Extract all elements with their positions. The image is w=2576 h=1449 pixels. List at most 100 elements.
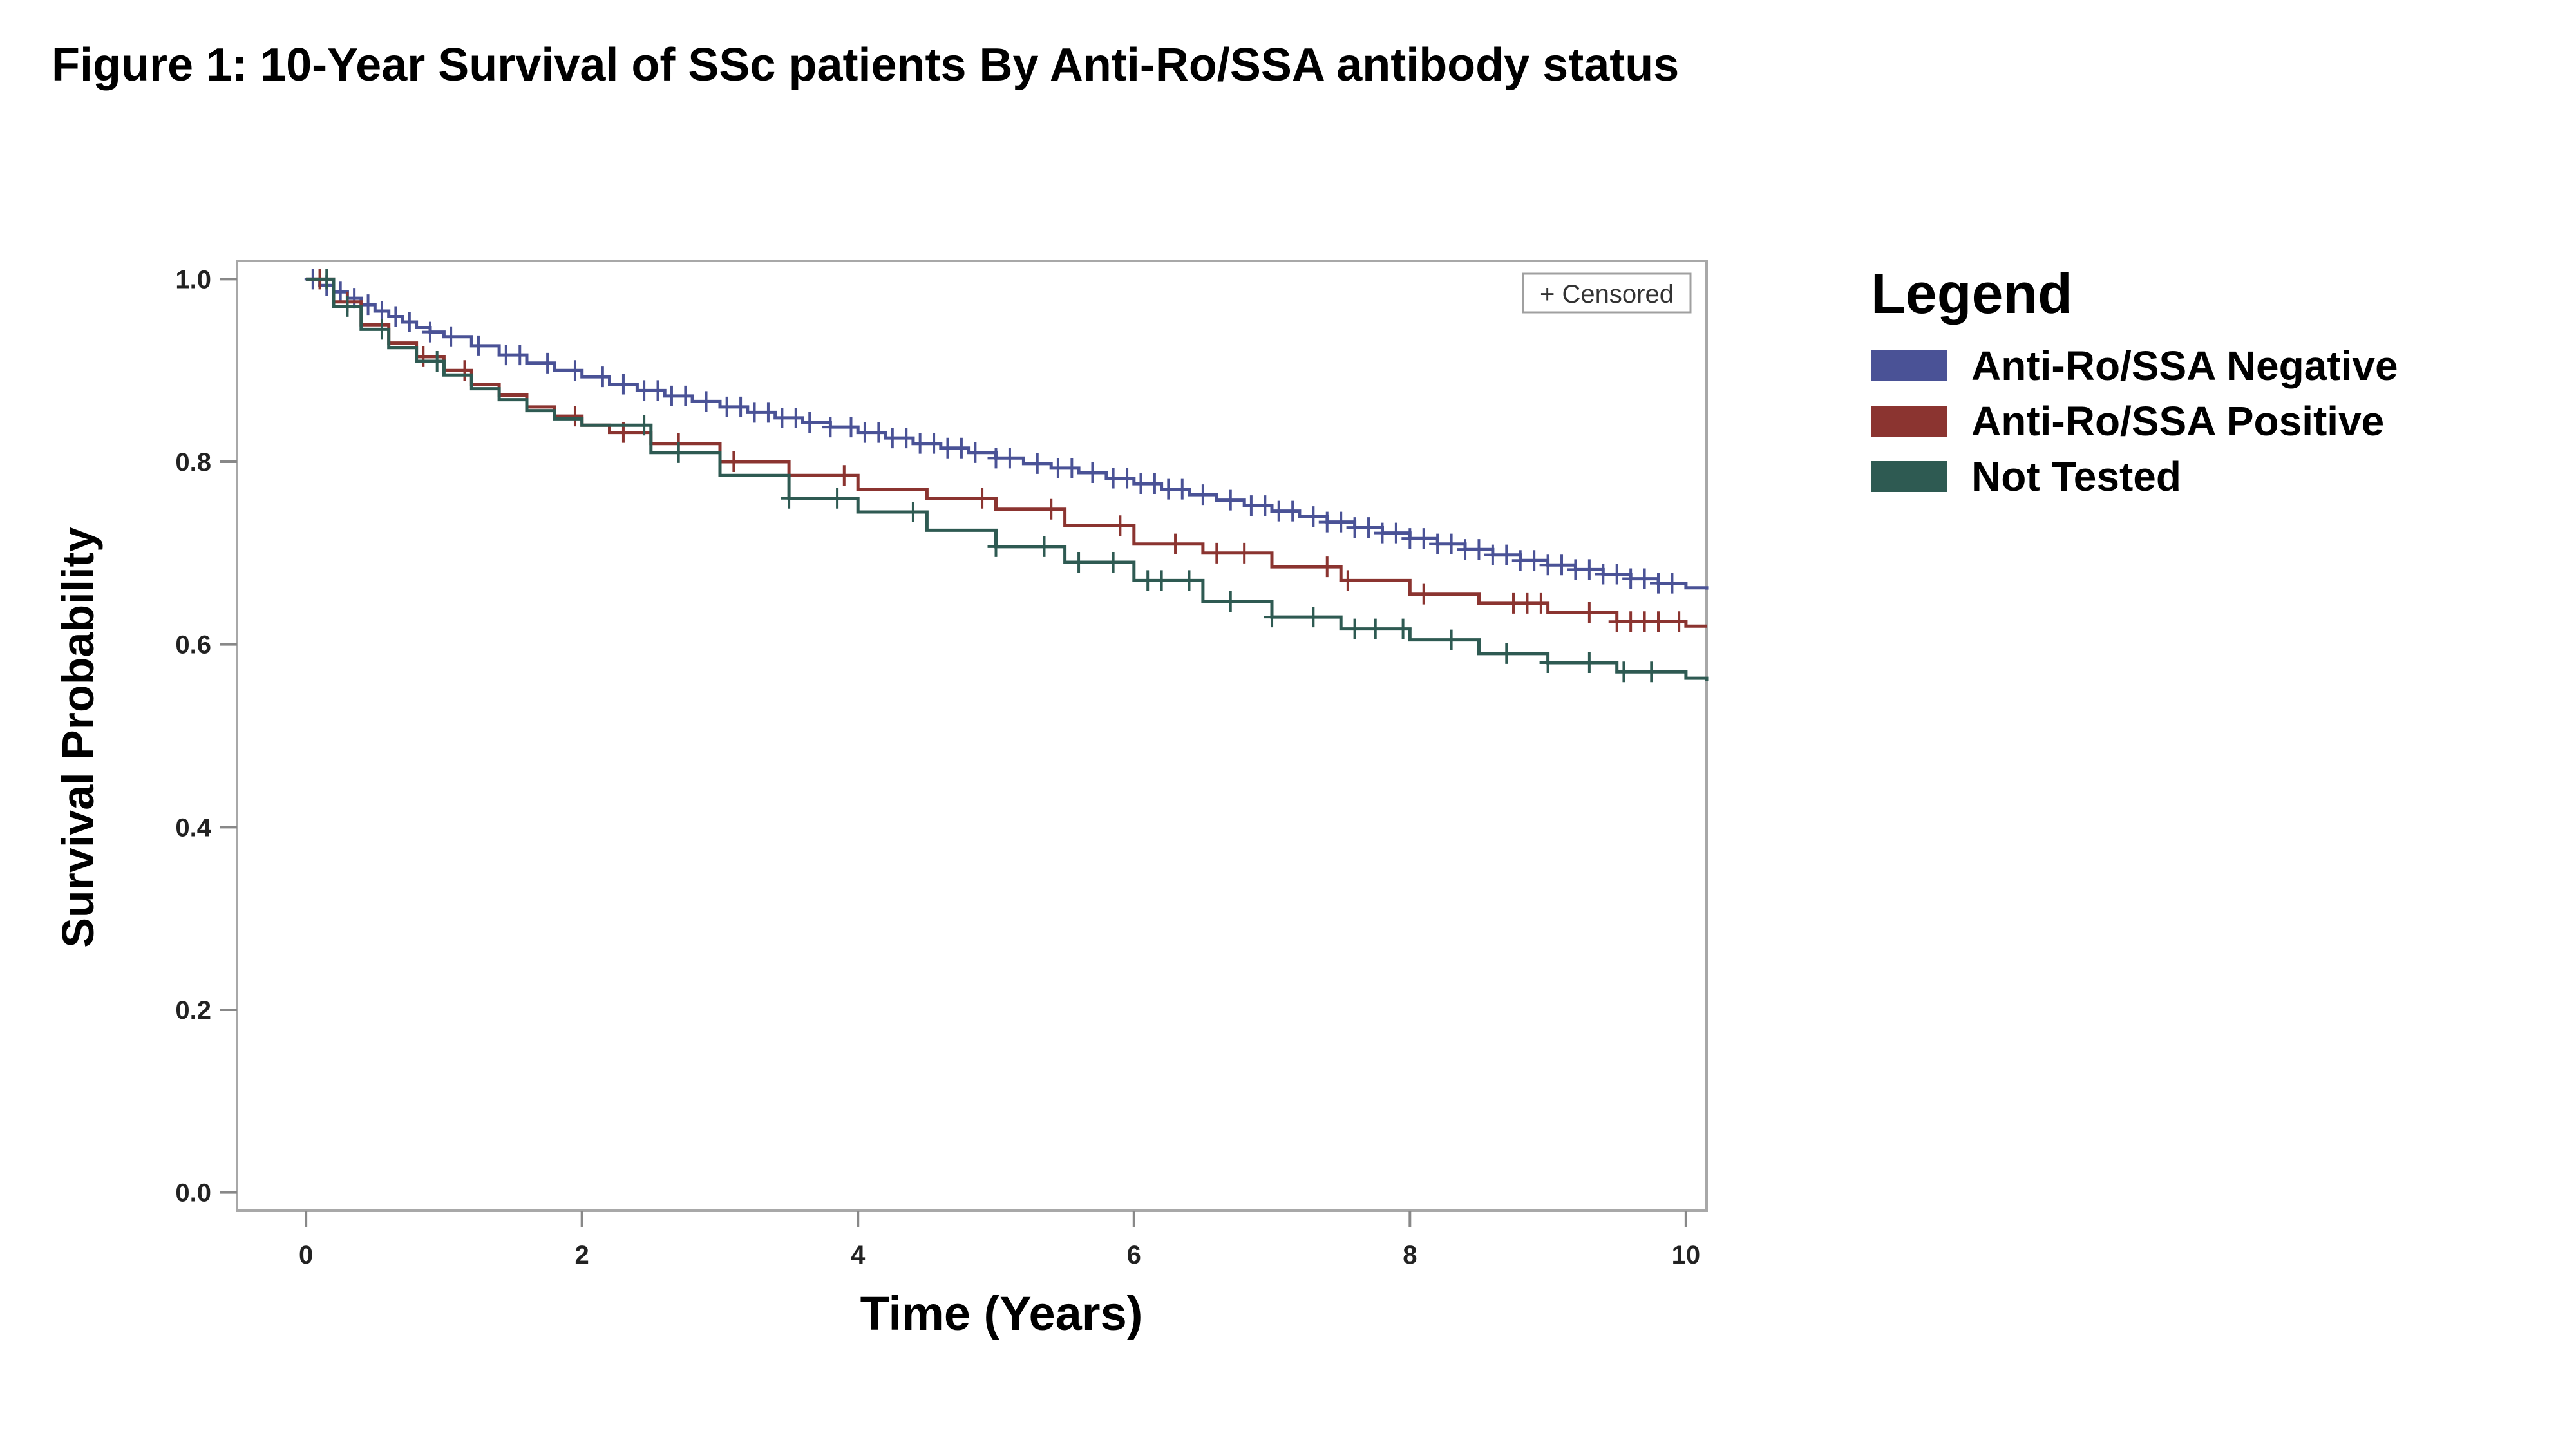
- censor-mark: [594, 366, 611, 388]
- censored-legend: + Censored: [1522, 272, 1692, 314]
- censor-mark: [1104, 552, 1122, 573]
- censor-mark: [387, 306, 404, 327]
- censor-mark: [339, 296, 356, 317]
- censor-mark: [1580, 559, 1598, 580]
- y-tick-label: 0.6: [175, 631, 211, 659]
- legend: Legend Anti-Ro/SSA Negative Anti-Ro/SSA P…: [1871, 261, 2398, 504]
- censor-mark: [1539, 652, 1557, 674]
- censor-mark: [318, 269, 336, 290]
- censor-mark: [1001, 448, 1018, 469]
- x-tick-label: 8: [1403, 1241, 1417, 1269]
- censor-mark: [1264, 607, 1281, 628]
- censor-mark: [469, 335, 487, 356]
- x-tick-label: 0: [299, 1241, 313, 1269]
- censor-mark: [1153, 570, 1170, 591]
- censor-mark: [401, 312, 418, 333]
- survival-curve-0: [306, 277, 1709, 590]
- censor-mark: [1146, 473, 1163, 495]
- censor-mark: [1173, 478, 1191, 500]
- censor-mark: [1043, 498, 1060, 520]
- censor-mark: [1180, 570, 1198, 591]
- x-tick-label: 2: [575, 1241, 589, 1269]
- censor-mark: [898, 428, 915, 449]
- x-tick-label: 4: [851, 1241, 866, 1269]
- censor-mark: [967, 442, 984, 463]
- censor-mark: [1671, 611, 1688, 632]
- censor-mark: [987, 536, 1005, 557]
- censor-mark: [787, 407, 804, 428]
- censor-mark: [1318, 556, 1336, 578]
- x-axis-label: Time (Years): [860, 1287, 1143, 1340]
- censor-mark: [373, 319, 390, 340]
- censor-mark: [1084, 462, 1101, 484]
- censor-mark: [835, 465, 853, 486]
- censor-mark: [842, 417, 860, 438]
- censor-mark: [442, 326, 460, 347]
- censor-mark: [677, 385, 694, 406]
- censor-mark: [974, 488, 991, 509]
- censor-mark: [566, 406, 583, 427]
- censor-mark: [614, 374, 632, 395]
- censor-mark: [801, 412, 819, 433]
- censor-mark: [1284, 500, 1302, 522]
- censor-mark: [1394, 618, 1412, 639]
- y-tick-label: 1.0: [175, 265, 211, 294]
- censor-mark: [636, 415, 653, 436]
- legend-title: Legend: [1871, 261, 2072, 325]
- censor-mark: [1305, 506, 1322, 527]
- censor-mark: [1222, 591, 1239, 612]
- censor-mark: [511, 345, 529, 366]
- legend-label: Anti-Ro/SSA Positive: [1971, 398, 2385, 444]
- censor-mark: [1663, 573, 1681, 594]
- censor-mark: [925, 433, 943, 454]
- censor-mark: [1332, 511, 1350, 533]
- censor-mark: [649, 380, 667, 401]
- censor-mark: [1498, 643, 1515, 664]
- legend-item: Not Tested: [1871, 449, 2398, 504]
- legend-swatch: [1871, 350, 1947, 381]
- legend-swatch: [1871, 406, 1947, 437]
- censor-mark: [781, 488, 798, 509]
- censor-mark: [1580, 652, 1598, 674]
- censor-mark: [1443, 533, 1460, 554]
- censor-mark: [1415, 583, 1432, 605]
- censor-mark: [1498, 544, 1515, 565]
- censor-mark: [1208, 542, 1226, 564]
- survival-curve-1: [306, 277, 1707, 628]
- censor-mark: [1608, 564, 1625, 585]
- censor-mark: [1063, 457, 1081, 478]
- censor-mark: [1119, 468, 1136, 489]
- censor-mark: [822, 417, 839, 438]
- censor-mark: [1526, 550, 1543, 571]
- censor-mark: [1346, 618, 1363, 639]
- y-tick-label: 0.2: [175, 996, 211, 1025]
- censor-mark: [1367, 618, 1384, 639]
- censor-mark: [1387, 522, 1405, 544]
- censor-mark: [1615, 661, 1633, 683]
- legend-swatch: [1871, 461, 1947, 492]
- censor-mark: [829, 488, 846, 509]
- censor-mark: [1194, 484, 1211, 506]
- y-tick-label: 0.8: [175, 448, 211, 477]
- censor-mark: [539, 352, 556, 374]
- censor-mark: [1553, 554, 1571, 576]
- survival-curve-2: [306, 277, 1709, 681]
- y-tick-label: 0.0: [175, 1179, 211, 1208]
- censor-mark: [732, 396, 750, 417]
- figure-title: Figure 1: 10-Year Survival of SSc patien…: [52, 39, 1680, 91]
- censor-mark: [421, 321, 439, 343]
- censor-mark: [670, 442, 687, 463]
- censor-mark: [1036, 536, 1053, 557]
- censor-mark: [1636, 568, 1653, 589]
- censor-mark: [1112, 515, 1129, 536]
- censor-mark: [1167, 533, 1184, 554]
- censor-mark: [759, 402, 777, 423]
- censor-mark: [952, 437, 970, 459]
- censor-mark: [428, 351, 446, 372]
- censor-mark: [1028, 453, 1046, 474]
- legend-item: Anti-Ro/SSA Positive: [1871, 393, 2398, 449]
- legend-label: Anti-Ro/SSA Negative: [1971, 343, 2398, 389]
- censor-mark: [870, 422, 887, 443]
- censor-mark: [1339, 570, 1356, 591]
- y-tick-label: 0.4: [175, 813, 211, 842]
